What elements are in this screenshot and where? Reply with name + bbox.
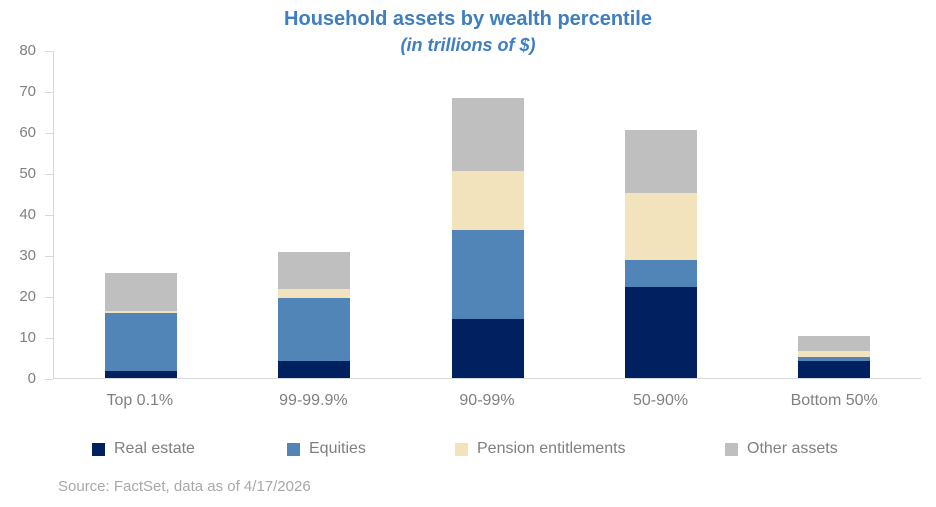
bar-segment-pension-entitlements-top-0-1 (104, 310, 177, 314)
bar-segment-equities-90-99 (451, 230, 524, 320)
x-axis-labels: Top 0.1% 99-99.9% 90-99% 50-90% Bottom 50% (53, 392, 921, 410)
x-tick-label-bottom-50: Bottom 50% (790, 392, 878, 409)
legend-item-real-estate: Real estate (92, 440, 195, 458)
x-tick-label-top-0-1: Top 0.1% (106, 392, 174, 409)
bar-segment-pension-entitlements-99-99-9 (278, 289, 351, 299)
legend-label-pension-entitlements: Pension entitlements (477, 440, 626, 457)
y-tick-label-80: 80 (19, 42, 36, 59)
x-tick-label-90-99: 90-99% (459, 392, 515, 409)
legend-swatch-real-estate (92, 442, 105, 456)
y-tick-mark-80 (45, 51, 53, 52)
y-tick-label-20: 20 (19, 288, 36, 305)
bar-segment-other-assets-top-0-1 (104, 273, 177, 311)
bar-99-99-9 (278, 252, 351, 378)
bar-segment-equities-99-99-9 (278, 298, 351, 361)
bar-segment-real-estate-50-90 (624, 286, 697, 378)
bar-segment-other-assets-90-99 (451, 98, 524, 172)
bar-segment-equities-top-0-1 (104, 313, 177, 371)
y-tick-mark-70 (45, 92, 53, 93)
legend-swatch-equities (287, 442, 300, 456)
legend: Real estate Equities Pension entitlements O… (0, 440, 936, 462)
bar-segment-pension-entitlements-bottom-50 (798, 350, 871, 357)
source-note: Source: FactSet, data as of 4/17/2026 (58, 478, 311, 495)
chart-title: Household assets by wealth percentile (284, 8, 652, 30)
chart-subtitle: (in trillions of $) (400, 35, 536, 55)
y-tick-mark-0 (45, 379, 53, 380)
y-axis: 80 70 60 50 40 30 20 10 0 (0, 42, 53, 387)
y-tick-label-0: 0 (27, 370, 36, 387)
bar-segment-other-assets-50-90 (624, 129, 697, 193)
y-tick-mark-40 (45, 215, 53, 216)
bar-slot-top-0-1 (54, 51, 227, 378)
bar-segment-real-estate-90-99 (451, 319, 524, 378)
bar-slot-bottom-50 (748, 51, 921, 378)
x-tick-label-50-90: 50-90% (633, 392, 689, 409)
bar-segment-equities-50-90 (624, 259, 697, 287)
bar-segment-real-estate-99-99-9 (278, 360, 351, 378)
y-tick-label-60: 60 (19, 124, 36, 141)
bar-segment-equities-bottom-50 (798, 356, 871, 361)
bar-segment-pension-entitlements-50-90 (624, 192, 697, 260)
x-tick-label-99-99-9: 99-99.9% (279, 392, 348, 409)
y-tick-label-10: 10 (19, 329, 36, 346)
legend-item-other-assets: Other assets (725, 440, 838, 458)
y-tick-mark-60 (45, 133, 53, 134)
y-tick-mark-30 (45, 256, 53, 257)
y-tick-label-30: 30 (19, 247, 36, 264)
y-tick-mark-20 (45, 297, 53, 298)
y-tick-mark-10 (45, 338, 53, 339)
bar-segment-other-assets-99-99-9 (278, 252, 351, 290)
plot-area (53, 51, 921, 379)
bar-segment-pension-entitlements-90-99 (451, 171, 524, 231)
bar-bottom-50 (798, 336, 871, 378)
legend-swatch-pension-entitlements (455, 442, 468, 456)
bar-slot-99-99-9 (227, 51, 400, 378)
y-tick-label-50: 50 (19, 165, 36, 182)
legend-label-equities: Equities (309, 440, 366, 457)
y-tick-mark-50 (45, 174, 53, 175)
bar-segment-real-estate-bottom-50 (798, 360, 871, 378)
legend-item-equities: Equities (287, 440, 366, 458)
y-tick-label-70: 70 (19, 83, 36, 100)
legend-label-other-assets: Other assets (747, 440, 838, 457)
y-tick-label-40: 40 (19, 206, 36, 223)
legend-label-real-estate: Real estate (114, 440, 195, 457)
bar-90-99 (451, 98, 524, 378)
legend-item-pension-entitlements: Pension entitlements (455, 440, 626, 458)
bar-slot-50-90 (574, 51, 747, 378)
bar-segment-real-estate-top-0-1 (104, 370, 177, 378)
legend-swatch-other-assets (725, 442, 738, 456)
bar-top-0-1 (104, 273, 177, 378)
bar-segment-other-assets-bottom-50 (798, 336, 871, 351)
bar-slot-90-99 (401, 51, 574, 378)
bar-50-90 (624, 129, 697, 378)
